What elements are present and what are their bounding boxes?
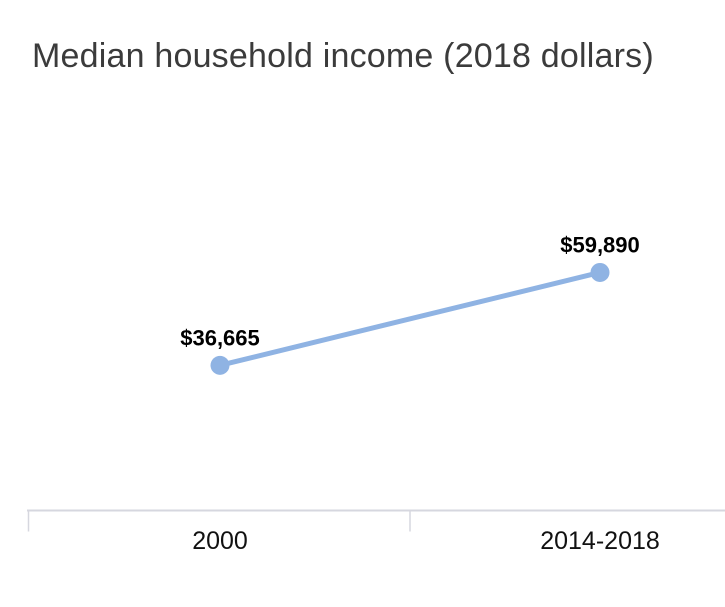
chart-title: Median household income (2018 dollars) — [32, 37, 654, 75]
series-line — [217, 269, 603, 368]
x-tick-label-2014-2018: 2014-2018 — [540, 527, 660, 555]
data-point-2000 — [210, 355, 230, 375]
data-label-2014-2018: $59,890 — [560, 232, 640, 258]
x-tick-label-2000: 2000 — [192, 527, 248, 555]
data-point-2014-2018 — [590, 262, 610, 282]
data-label-2000: $36,665 — [180, 325, 260, 351]
